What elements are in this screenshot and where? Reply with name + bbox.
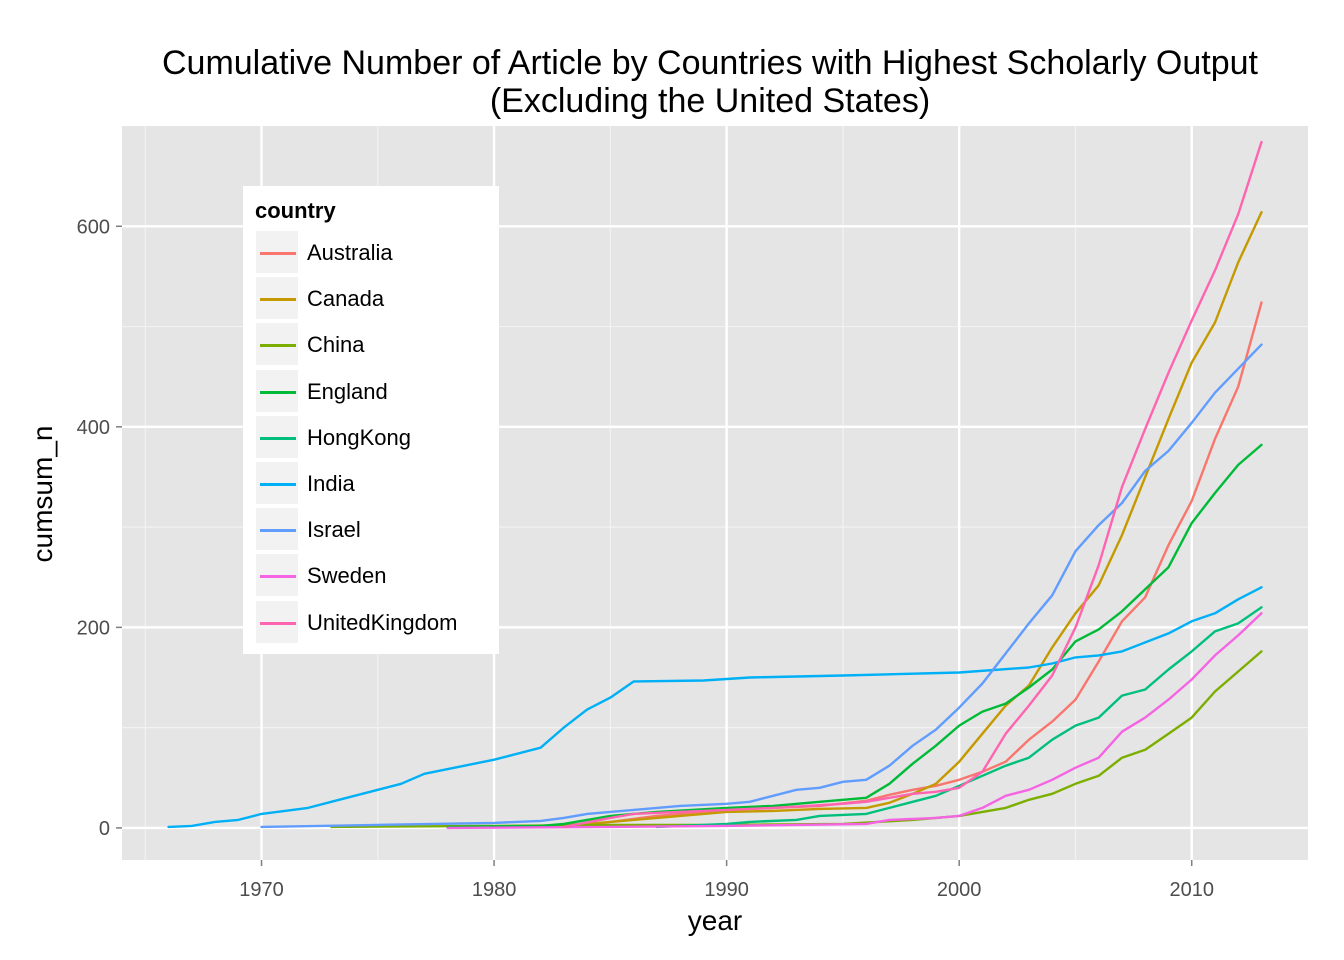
legend-label: UnitedKingdom <box>307 609 458 635</box>
legend-item-india: India <box>255 461 495 507</box>
x-tick-label: 1970 <box>239 879 284 901</box>
legend-label: China <box>307 332 365 358</box>
legend-swatch <box>260 344 296 348</box>
y-axis-title: cumsum_n <box>27 426 58 563</box>
legend-item-unitedkingdom: UnitedKingdom <box>255 599 495 646</box>
legend-item-england: England <box>255 368 495 415</box>
x-tick-label: 1990 <box>704 879 749 901</box>
legend-label: Israel <box>307 517 361 543</box>
series-line-canada <box>469 210 1263 829</box>
axis-ticks <box>116 225 1193 866</box>
legend-swatch <box>260 390 296 394</box>
legend-item-china: China <box>255 322 495 368</box>
series-lines <box>167 140 1263 830</box>
legend-key <box>255 368 299 413</box>
chart-title: Cumulative Number of Article by Countrie… <box>161 44 1259 82</box>
legend-label: India <box>307 471 355 496</box>
y-tick-label: 600 <box>77 216 110 238</box>
series-line-hongkong <box>655 606 1263 829</box>
legend-key <box>255 322 299 367</box>
series-line-unitedkingdom <box>562 140 1263 829</box>
x-tick-label: 2000 <box>937 879 982 901</box>
legend-label: Sweden <box>307 563 387 589</box>
legend-item-canada: Canada <box>255 276 495 322</box>
x-axis-title: year <box>688 905 742 936</box>
legend-key <box>255 507 299 552</box>
legend-key <box>255 461 299 505</box>
legend: country Australia Canada China England HongK… <box>243 186 499 654</box>
chart-title-block: Cumulative Number of Article by Countrie… <box>0 44 1344 120</box>
y-tick-label: 0 <box>99 818 110 840</box>
tick-labels: 1970 1980 1990 2000 2010 0 200 400 600 <box>77 216 1214 901</box>
legend-key <box>255 599 299 644</box>
legend-label: Australia <box>307 240 393 265</box>
legend-swatch <box>260 298 296 302</box>
legend-key <box>255 553 299 598</box>
y-tick-label: 400 <box>77 417 110 439</box>
legend-key <box>255 276 299 321</box>
legend-key <box>255 230 299 274</box>
series-line-sweden <box>446 612 1263 830</box>
series-line-india <box>167 586 1263 829</box>
legend-title: country <box>255 198 336 223</box>
x-tick-label: 2010 <box>1169 879 1214 901</box>
legend-swatch <box>260 436 296 440</box>
legend-swatch <box>260 529 296 533</box>
legend-swatch <box>260 621 296 625</box>
legend-item-sweden: Sweden <box>255 553 495 599</box>
legend-item-hongkong: HongKong <box>255 414 495 461</box>
legend-label: England <box>307 378 388 404</box>
y-tick-label: 200 <box>77 617 110 639</box>
legend-item-australia: Australia <box>255 230 495 276</box>
legend-swatch <box>260 575 296 579</box>
chart-subtitle: (Excluding the United States) <box>489 82 931 120</box>
legend-label: Canada <box>307 286 385 312</box>
legend-swatch <box>260 252 296 255</box>
legend-key <box>255 414 299 459</box>
legend-item-israel: Israel <box>255 507 495 553</box>
legend-label: HongKong <box>307 424 411 450</box>
series-line-israel <box>260 343 1263 829</box>
legend-swatch <box>260 483 296 486</box>
x-tick-label: 1980 <box>472 879 517 901</box>
